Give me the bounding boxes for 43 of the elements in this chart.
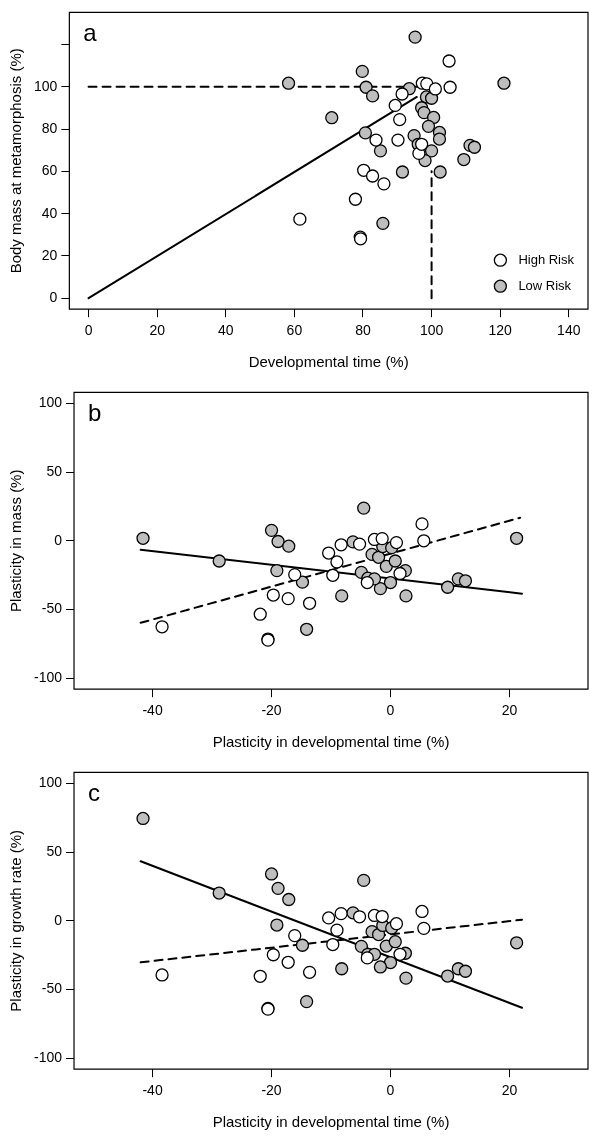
y-tick-label: -50 [41,980,63,997]
y-tick-label: 80 [41,119,58,136]
y-axis-title: Plasticity in growth rate (%) [7,829,25,1012]
x-tick-label: 40 [217,322,234,339]
y-tick-label: 100 [34,77,58,94]
y-tick-label: 0 [54,531,63,548]
y-tick-label: 50 [46,462,63,479]
y-tick-label: -100 [33,1049,63,1066]
x-tick-label: 80 [355,322,371,339]
y-axis-title: Plasticity in mass (%) [7,469,25,613]
legend-label: High Risk [518,251,575,267]
y-axis-title: Body mass at metamorphosis (%) [7,48,25,274]
y-tick-label: 50 [46,842,63,859]
y-tick-label: 0 [54,911,63,928]
x-tick-label: 0 [386,702,395,719]
x-tick-label: 140 [557,322,581,339]
y-tick-label: -100 [33,669,63,686]
y-tick-label: 100 [38,774,63,791]
y-tick-label: 20 [41,246,58,263]
y-tick-label: 40 [41,204,58,221]
x-tick-label: 20 [501,1082,518,1099]
x-tick-label: 0 [386,1082,395,1099]
legend-label: Low Risk [518,277,572,293]
x-tick-label: 0 [84,322,93,339]
x-tick-label: 100 [419,322,444,339]
x-tick-label: 120 [488,322,513,339]
annotation: c [88,779,101,807]
x-tick-label: -40 [142,1082,163,1099]
x-tick-label: -40 [142,702,163,719]
x-tick-label: 20 [149,322,166,339]
x-axis-title: Plasticity in developmental time (%) [212,1113,450,1131]
y-tick-label: 0 [49,289,58,306]
x-tick-label: 20 [501,702,518,719]
x-tick-label: -20 [261,702,282,719]
x-axis-title: Plasticity in developmental time (%) [212,733,450,751]
annotation: b [88,399,102,427]
x-tick-label: 60 [286,322,303,339]
x-tick-label: -20 [261,1082,282,1099]
y-tick-label: 60 [41,162,58,179]
annotation: a [83,19,98,47]
x-axis-title: Developmental time (%) [248,353,409,371]
y-tick-label: -50 [41,600,63,617]
y-tick-label: 100 [38,394,63,411]
